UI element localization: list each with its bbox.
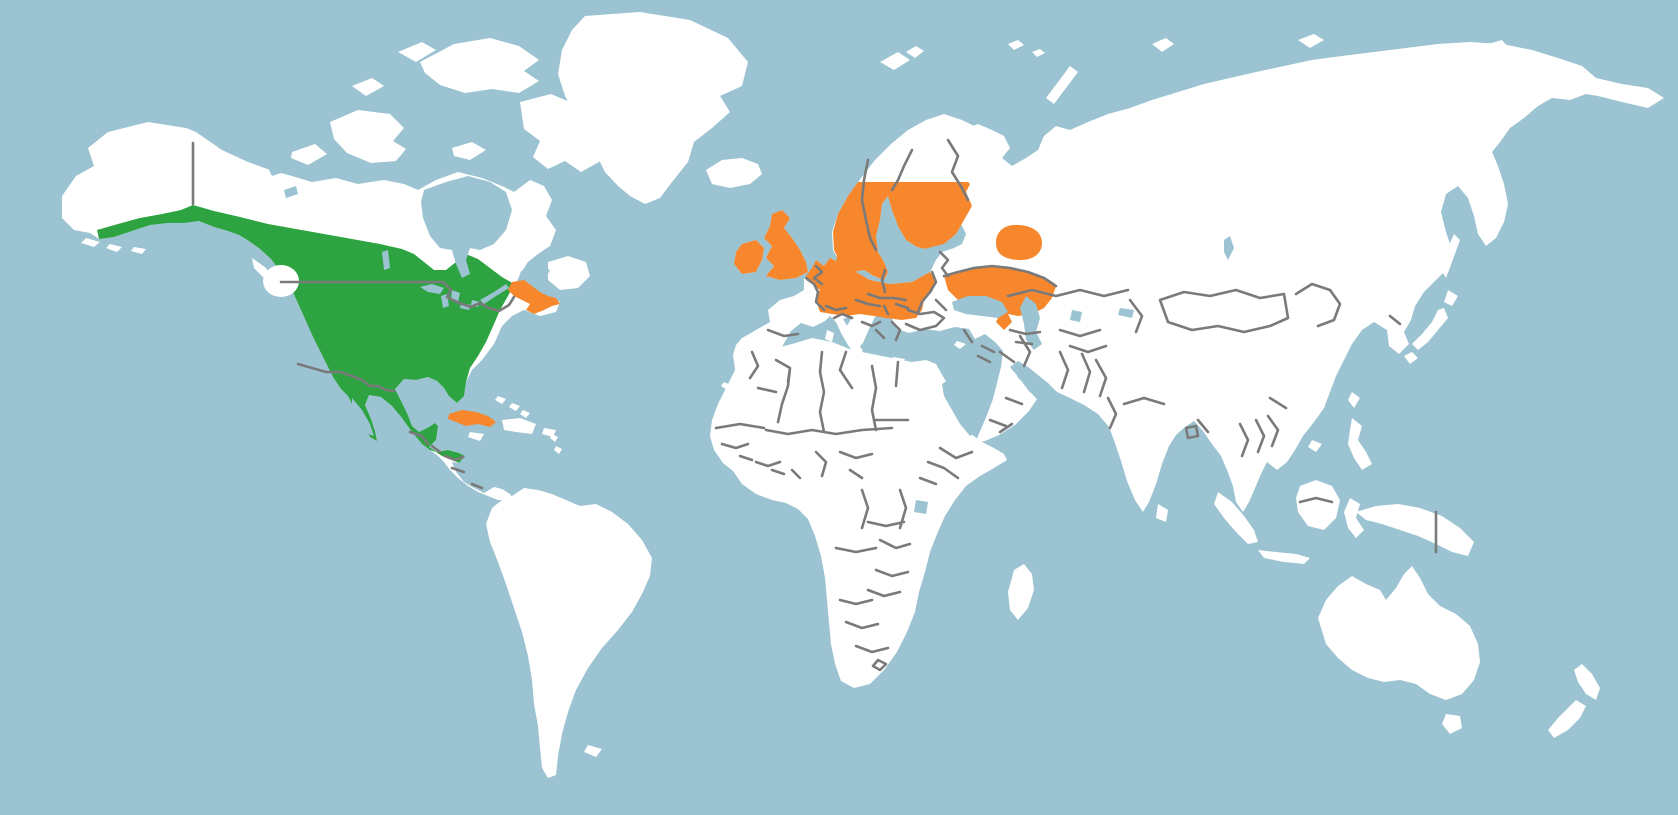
- red-sea: [942, 380, 978, 436]
- landmass-southeast-asia-islands: [1156, 418, 1474, 564]
- landmass-arctic-russia-islands: [880, 34, 1508, 104]
- landmass-south-america: [486, 488, 652, 778]
- gulf-of-st-lawrence: [520, 264, 550, 284]
- native-range-north-america: [97, 205, 514, 463]
- landmass-caribbean-islands: [468, 396, 562, 454]
- introduced-cuba: [448, 410, 496, 427]
- landmass-africa: [710, 338, 1007, 688]
- gulf-of-california: [352, 398, 374, 436]
- borders-africa: [714, 350, 974, 672]
- landmass-australia: [1318, 566, 1480, 734]
- country-borders: [191, 138, 1438, 672]
- landmass-greenland: [558, 12, 748, 204]
- persian-gulf: [1016, 368, 1048, 394]
- introduced-ireland: [734, 240, 764, 274]
- baltic-gulfs: [920, 242, 958, 254]
- hudson-bay: [421, 176, 512, 278]
- borders-north-america: [191, 141, 516, 490]
- introduced-great-britain: [764, 210, 808, 280]
- introduced-southern-scandinavia: [833, 182, 972, 280]
- landmass-iceland: [706, 158, 762, 188]
- caspian-sea: [1020, 296, 1042, 350]
- borders-europe: [748, 138, 1058, 380]
- water-bodies: [268, 164, 1234, 514]
- lake-victoria: [914, 500, 928, 514]
- introduced-russia-samara-blob: [996, 224, 1042, 261]
- black-sea: [952, 296, 1008, 318]
- introduced-maritime-canada: [508, 280, 560, 314]
- landmass-arctic-islands: [291, 38, 607, 172]
- introduced-central-europe: [806, 258, 936, 320]
- borders-asia: [976, 282, 1438, 554]
- native-range: [97, 205, 514, 463]
- landmass-newfoundland: [548, 256, 590, 290]
- landmass-madagascar: [1008, 564, 1034, 620]
- great-lakes: [420, 284, 509, 310]
- landmass-new-zealand: [1548, 664, 1600, 738]
